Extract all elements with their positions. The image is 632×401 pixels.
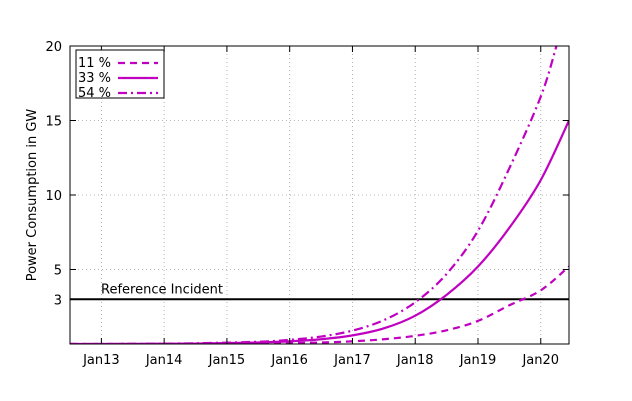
grid [70,45,569,344]
legend-label: 54 % [78,86,111,101]
x-tick-label: Jan14 [145,353,183,368]
legend-label: 33 % [78,71,111,86]
x-tick-label: Jan17 [333,353,371,368]
axes: Reference Incident Jan13 Jan14 Jan15 Jan16 Ja… [25,40,570,368]
x-tick-label: Jan18 [396,353,434,368]
y-axis-label: Power Consumption in GW [25,109,40,282]
y-tick-label: 3 [54,293,62,308]
y-tick-label: 10 [45,189,62,204]
series-line-2 [70,120,569,344]
x-tick-label: Jan16 [270,353,308,368]
reference-line-label: Reference Incident [101,282,223,297]
y-tick-label: 20 [45,40,62,55]
x-tick-label: Jan19 [459,353,497,368]
x-tick-label: Jan13 [82,353,120,368]
legend-label: 11 % [78,56,111,71]
y-tick-label: 5 [54,264,62,279]
x-tick-label: Jan15 [208,353,246,368]
y-tick-label: 15 [45,115,62,130]
legend-box [75,49,165,99]
series-line-1 [70,265,569,344]
x-tick-label: Jan20 [521,353,559,368]
plot-area [70,46,569,344]
legend: 11 %33 %54 % [75,49,165,101]
series-line-3 [70,46,558,344]
